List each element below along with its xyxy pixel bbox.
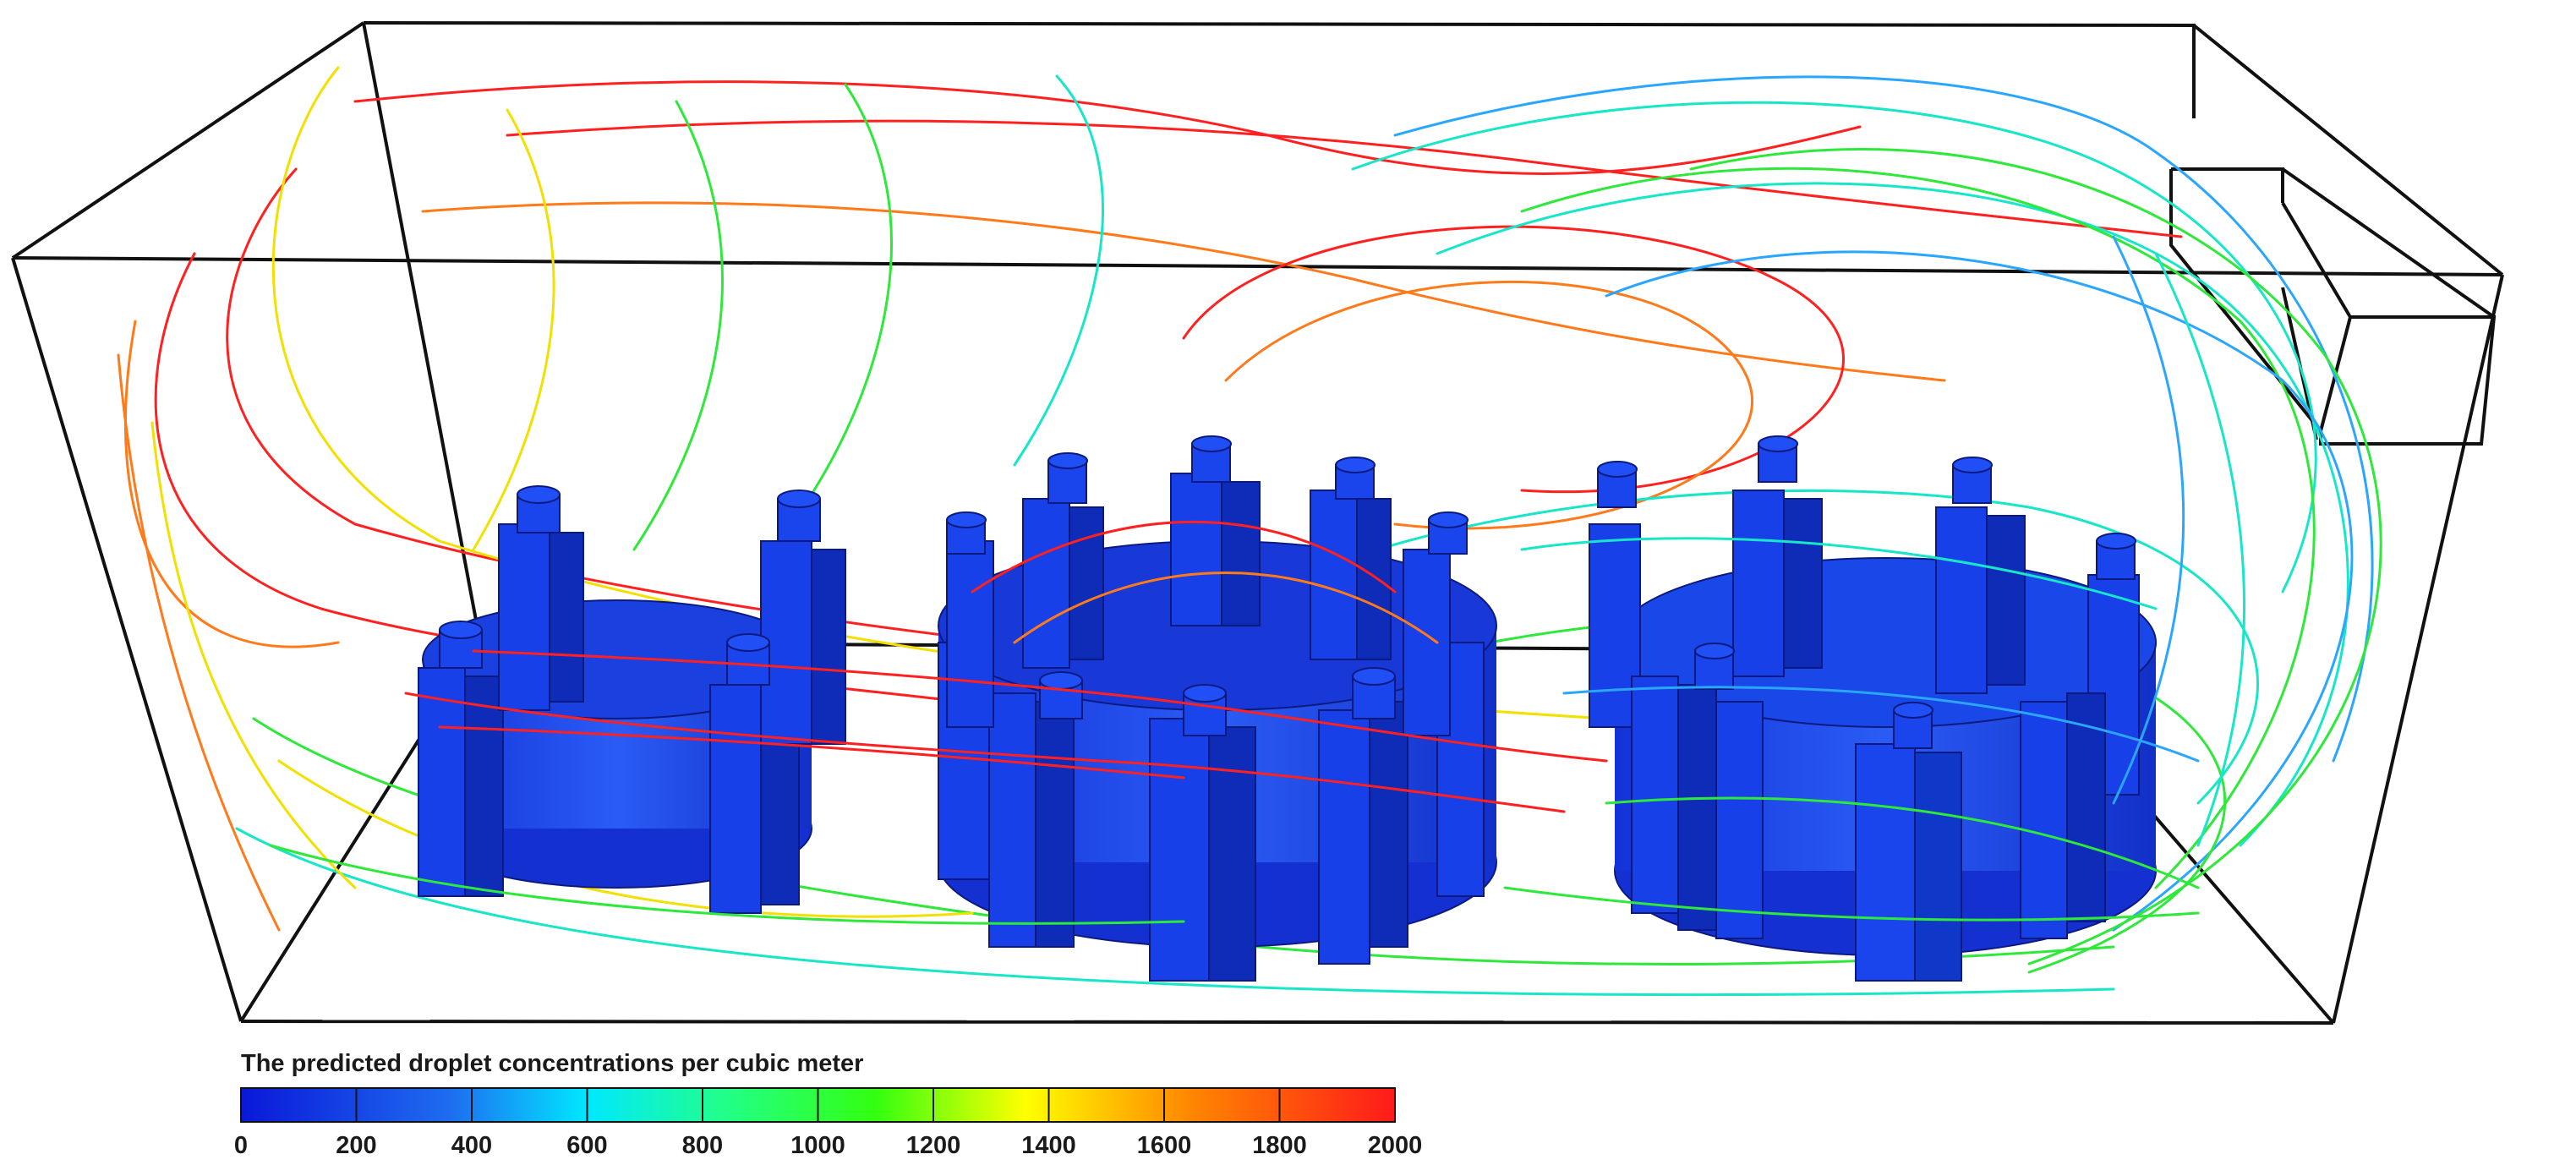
legend-tick-label: 1200 <box>905 1132 961 1159</box>
cylindrical-unit-right <box>1589 435 2157 982</box>
cylindrical-unit-center <box>938 435 1497 982</box>
legend-tick-label: 800 <box>681 1132 724 1159</box>
legend-tick-label: 2000 <box>1367 1132 1423 1159</box>
legend-tick-label: 1800 <box>1252 1132 1307 1159</box>
cylindrical-unit-left <box>418 485 846 914</box>
legend-tick-label: 400 <box>451 1132 493 1159</box>
legend-tick-label: 1400 <box>1021 1132 1076 1159</box>
legend-tick-label: 200 <box>336 1132 377 1159</box>
legend-tick-label: 600 <box>566 1132 608 1159</box>
legend-tick-label: 1600 <box>1136 1132 1192 1159</box>
duct-outline <box>2169 167 2497 446</box>
legend-tick-label: 1000 <box>790 1132 845 1159</box>
legend-title: The predicted droplet concentrations per… <box>241 1050 864 1077</box>
legend-dividers <box>355 1088 1281 1122</box>
color-legend <box>240 1087 1396 1123</box>
streamlines-front <box>269 235 2245 925</box>
legend-tick-label: 0 <box>233 1132 249 1159</box>
